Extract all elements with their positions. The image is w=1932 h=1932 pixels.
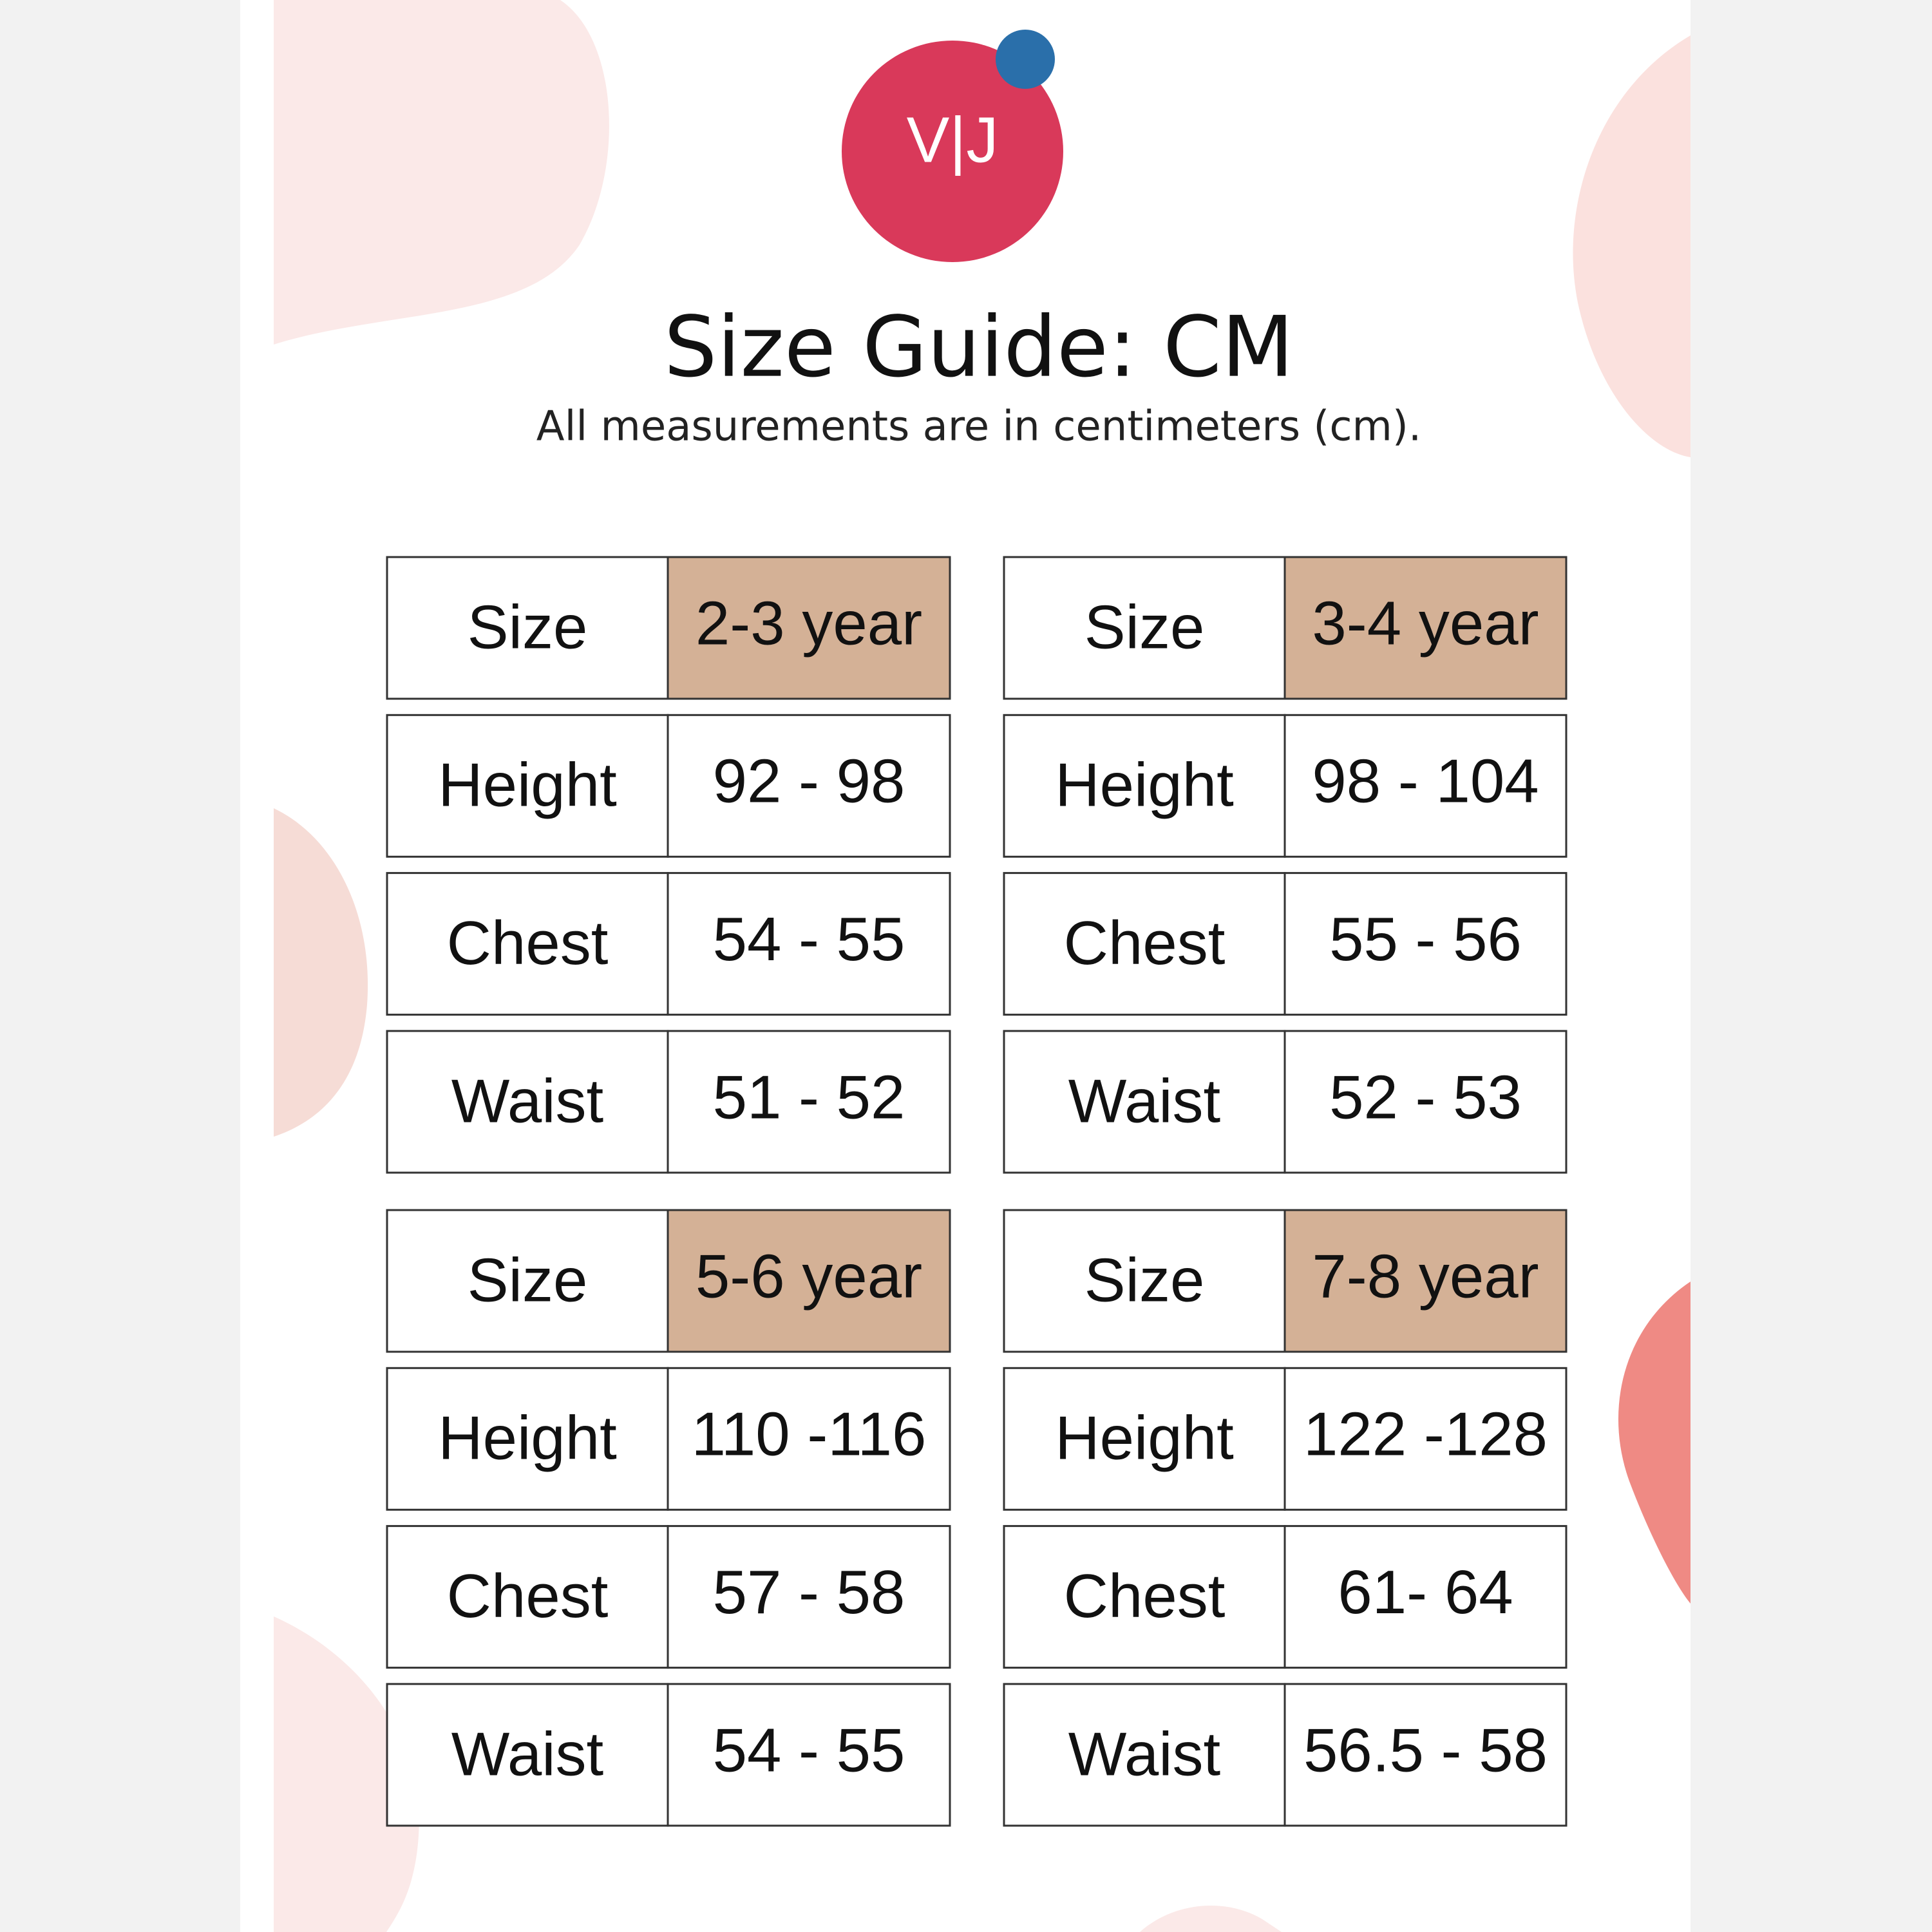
tables: Size 2-3 year Height 92 - 98 Chest 54 - 55 Wai… <box>386 556 1567 1827</box>
measure-label: Waist <box>1068 1066 1220 1135</box>
label-cell <box>386 1367 669 1511</box>
size-value: 7-8 year <box>1312 1242 1539 1311</box>
size-label: Size <box>468 1245 588 1314</box>
label-cell <box>1003 872 1286 1016</box>
measure-value: 54 - 55 <box>713 905 905 974</box>
label-cell <box>1003 1367 1286 1511</box>
label-cell <box>1003 556 1286 700</box>
value-cell <box>667 872 951 1016</box>
value-cell <box>667 1209 951 1353</box>
value-cell <box>1283 1525 1567 1669</box>
title: Size Guide: CM <box>664 298 1294 396</box>
measure-value: 51 - 52 <box>713 1063 905 1132</box>
measure-label: Waist <box>451 1719 603 1788</box>
label-cell <box>386 556 669 700</box>
blob <box>1140 1905 1282 1932</box>
measure-value: 56.5 - 58 <box>1303 1716 1548 1785</box>
label-cell <box>386 872 669 1016</box>
measure-value: 54 - 55 <box>713 1716 905 1785</box>
blob <box>274 808 368 1137</box>
label-cell <box>386 1030 669 1174</box>
measure-label: Chest <box>447 909 609 978</box>
blob <box>274 1616 419 1932</box>
measure-label: Chest <box>1064 909 1226 978</box>
logo-text: V|J <box>907 104 999 176</box>
measure-value: 110 -116 <box>692 1400 927 1469</box>
measure-label: Chest <box>1064 1562 1226 1631</box>
measure-label: Waist <box>451 1066 603 1135</box>
subtitle: All measurements are in centimeters (cm)… <box>536 403 1421 451</box>
measure-value: 52 - 53 <box>1329 1063 1522 1132</box>
value-cell <box>1283 1209 1567 1353</box>
label-cell <box>386 714 669 858</box>
value-cell <box>1283 714 1567 858</box>
measure-label: Chest <box>447 1562 609 1631</box>
value-cell <box>667 1683 951 1827</box>
measure-label: Waist <box>1068 1719 1220 1788</box>
size-label: Size <box>468 592 588 661</box>
value-cell <box>1283 1030 1567 1174</box>
value-cell <box>1283 1683 1567 1827</box>
label-cell <box>386 1683 669 1827</box>
value-cell <box>1283 556 1567 700</box>
size-value: 3-4 year <box>1312 589 1539 658</box>
measure-label: Height <box>1055 1404 1234 1473</box>
measure-value: 122 -128 <box>1303 1400 1548 1469</box>
measure-label: Height <box>438 751 617 820</box>
size-value: 5-6 year <box>696 1242 922 1311</box>
size-value: 2-3 year <box>696 589 922 658</box>
label-cell <box>1003 1209 1286 1353</box>
logo-circle <box>842 41 1063 262</box>
measure-value: 55 - 56 <box>1329 905 1522 974</box>
value-cell <box>1283 872 1567 1016</box>
value-cell <box>667 1030 951 1174</box>
label-cell <box>386 1525 669 1669</box>
measure-label: Height <box>1055 751 1234 820</box>
value-cell <box>1283 1367 1567 1511</box>
size-label: Size <box>1084 1245 1205 1314</box>
measure-value: 57 - 58 <box>713 1558 905 1627</box>
blob <box>274 0 609 345</box>
value-cell <box>667 1525 951 1669</box>
logo-dot <box>996 30 1055 89</box>
measure-value: 61- 64 <box>1338 1558 1513 1627</box>
value-cell <box>667 556 951 700</box>
size-label: Size <box>1084 592 1205 661</box>
label-cell <box>1003 714 1286 858</box>
value-cell <box>667 1367 951 1511</box>
measure-value: 98 - 104 <box>1312 747 1539 816</box>
measure-value: 92 - 98 <box>713 747 905 816</box>
value-cell <box>667 714 951 858</box>
blob <box>1573 35 1690 457</box>
measure-label: Height <box>438 1404 617 1473</box>
label-cell <box>1003 1683 1286 1827</box>
blob <box>1618 1282 1690 1604</box>
